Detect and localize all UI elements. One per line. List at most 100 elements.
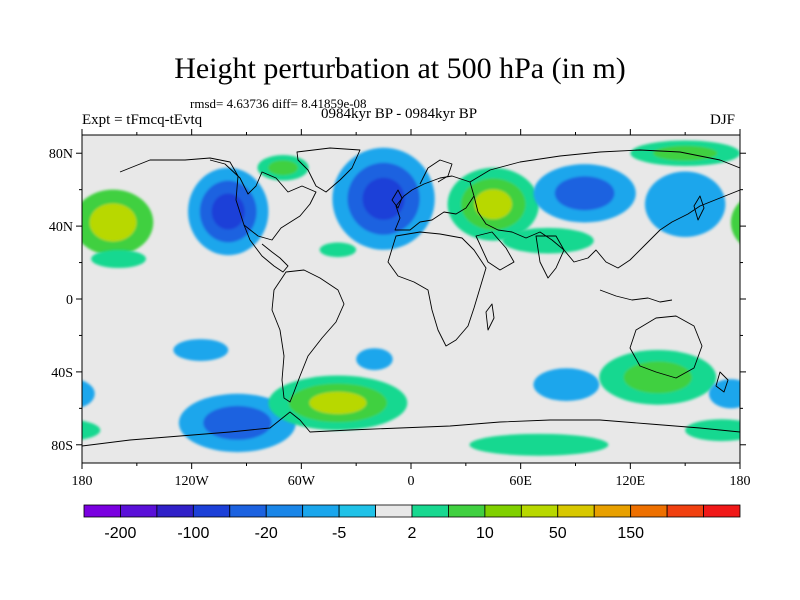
colorbar-swatch xyxy=(120,504,158,518)
anomaly-indian-ocean-negative xyxy=(533,368,600,402)
axis-tick-labels: 80N 40N 0 40S 80S 180 120W 60W 0 60E 120E 180 xyxy=(49,147,751,489)
coast-indonesia xyxy=(599,289,673,303)
coast-antarctica xyxy=(82,411,740,447)
anomaly-pacific-subtropical-positive xyxy=(91,249,146,269)
anomaly-level-10 xyxy=(623,361,692,394)
anomaly-north-pacific-positive-wrap xyxy=(730,201,795,244)
colorbar-label: -5 xyxy=(332,525,346,542)
lon-tick-label: 120W xyxy=(175,474,210,489)
colorbar-swatch xyxy=(375,504,413,518)
anomaly-level--5 xyxy=(533,368,600,402)
anomaly-level-50 xyxy=(474,189,513,220)
coast-greenland xyxy=(296,147,361,193)
colorbar-swatch xyxy=(302,504,340,518)
anomaly-level-2 xyxy=(319,242,357,258)
anomaly-north-pacific-positive xyxy=(82,189,154,256)
anomaly-level-50 xyxy=(89,203,137,242)
anomaly-level--5 xyxy=(173,339,229,361)
coast-japan xyxy=(693,195,705,221)
colorbar-swatch xyxy=(484,504,522,518)
anomaly-far-east-south-negative-wrap xyxy=(82,380,95,408)
anomaly-south-indian-positive xyxy=(469,433,609,456)
anomaly-central-atlantic-positive xyxy=(319,242,357,258)
anomaly-southeast-pacific-positive xyxy=(685,419,740,442)
axis-ticks xyxy=(76,129,746,469)
rmsd-diff-line: rmsd= 4.63736 diff= 8.41859e-08 xyxy=(190,96,367,111)
coast-arabia xyxy=(475,231,515,271)
anomaly-siberia-negative xyxy=(533,164,636,223)
colorbar-swatch xyxy=(520,504,559,518)
anomaly-australia-positive xyxy=(599,350,717,405)
coast-india xyxy=(535,235,565,279)
anomaly-level-2 xyxy=(502,227,594,254)
coastlines xyxy=(82,147,740,447)
coast-south-america xyxy=(271,269,345,403)
colorbar-swatch xyxy=(265,504,304,518)
colorbar-swatch xyxy=(593,504,632,518)
colorbar-swatch xyxy=(83,504,121,518)
anomaly-level-2 xyxy=(685,419,740,442)
lat-tick-label: 80N xyxy=(49,147,73,162)
anomaly-level-2 xyxy=(82,420,101,440)
lon-tick-label: 120E xyxy=(616,474,646,489)
colorbar-swatch xyxy=(156,504,194,518)
anomaly-level-50 xyxy=(309,391,367,415)
colorbar-swatch xyxy=(338,504,376,518)
coast-new-zealand xyxy=(715,371,729,393)
plot-title: Height perturbation at 500 hPa (in m) xyxy=(174,52,626,85)
anomaly-level--20 xyxy=(554,176,615,211)
lon-tick-label: 180 xyxy=(72,474,93,489)
anomaly-south-pacific-negative xyxy=(178,393,296,453)
anomaly-central-asia-positive xyxy=(502,227,594,254)
colorbar-label: -20 xyxy=(255,525,278,542)
season-label: DJF xyxy=(710,112,736,128)
anomaly-western-russia-positive xyxy=(447,167,539,241)
anomaly-level--100 xyxy=(362,177,405,220)
anomaly-contours xyxy=(82,140,795,456)
colorbar-label: 50 xyxy=(549,525,567,542)
lon-tick-label: 180 xyxy=(730,474,751,489)
lat-tick-label: 40S xyxy=(51,366,73,381)
colorbar-swatch xyxy=(448,504,486,518)
anomaly-north-atlantic-europe-negative xyxy=(332,147,435,250)
colorbar-swatch xyxy=(630,504,668,518)
coast-madagascar xyxy=(485,303,495,331)
anomaly-level-2 xyxy=(469,433,609,456)
lon-tick-label: 0 xyxy=(408,474,415,489)
colorbar-swatch xyxy=(703,504,741,518)
colorbar-swatch xyxy=(229,504,267,518)
coast-north-america xyxy=(119,157,317,241)
period-label: 0984kyr BP - 0984kyr BP xyxy=(321,106,478,122)
anomaly-level--5 xyxy=(356,348,393,371)
anomaly-north-america-negative xyxy=(188,167,269,256)
colorbar-label: 2 xyxy=(408,525,417,542)
lat-tick-label: 80S xyxy=(51,439,73,454)
anomaly-south-atlantic-positive xyxy=(268,375,408,431)
colorbar-swatch xyxy=(411,504,449,518)
anomaly-level--20 xyxy=(203,405,272,440)
anomaly-level-50 xyxy=(748,203,795,241)
coast-central-america xyxy=(243,224,289,273)
colorbar-labels: -200 -100 -20 -5 2 10 50 150 xyxy=(104,525,644,542)
coast-scandinavia xyxy=(419,159,453,185)
coast-australia xyxy=(629,315,703,379)
anomaly-level--5 xyxy=(644,171,726,238)
lat-tick-label: 40N xyxy=(49,220,73,235)
colorbar-swatch xyxy=(666,504,704,518)
coast-britain xyxy=(391,189,403,209)
anomaly-level-2 xyxy=(91,249,146,269)
colorbar-label: -100 xyxy=(177,525,209,542)
lon-tick-label: 60E xyxy=(509,474,532,489)
lat-tick-label: 0 xyxy=(66,293,73,308)
anomaly-level-10 xyxy=(730,201,740,244)
anomaly-level-10 xyxy=(268,160,298,176)
colorbar-label: 150 xyxy=(617,525,644,542)
colorbar-swatch xyxy=(557,504,595,518)
colorbar xyxy=(83,504,741,518)
anomaly-far-east-south-negative xyxy=(708,379,740,409)
anomaly-southeast-pacific-positive-wrap xyxy=(82,420,101,440)
experiment-label: Expt = tFmcq-tEvtq xyxy=(82,112,203,128)
anomaly-greenland-positive xyxy=(257,155,309,181)
anomaly-north-pacific-east-negative xyxy=(644,171,726,238)
